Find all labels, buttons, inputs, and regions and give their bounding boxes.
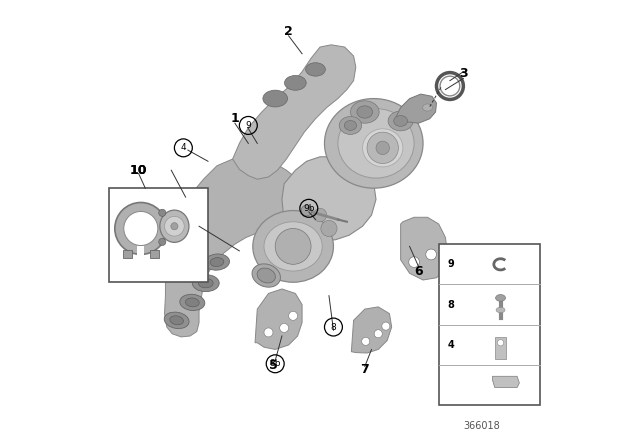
Circle shape — [301, 205, 312, 216]
Ellipse shape — [357, 106, 372, 118]
Polygon shape — [493, 376, 520, 388]
Ellipse shape — [160, 210, 189, 242]
Ellipse shape — [339, 116, 362, 134]
Text: 4: 4 — [180, 143, 186, 152]
Circle shape — [314, 208, 327, 222]
Circle shape — [115, 202, 167, 254]
Ellipse shape — [496, 307, 505, 313]
Ellipse shape — [388, 111, 413, 131]
Polygon shape — [233, 45, 356, 179]
Ellipse shape — [338, 109, 414, 178]
Ellipse shape — [394, 116, 408, 126]
Bar — [109, 188, 208, 282]
Ellipse shape — [198, 279, 213, 288]
Text: 10: 10 — [130, 164, 147, 177]
Polygon shape — [164, 157, 302, 337]
Ellipse shape — [180, 294, 205, 310]
Ellipse shape — [204, 254, 230, 270]
Text: 2: 2 — [284, 25, 293, 38]
Ellipse shape — [210, 258, 224, 267]
Circle shape — [382, 322, 390, 330]
Ellipse shape — [253, 211, 333, 282]
Ellipse shape — [344, 121, 356, 130]
Circle shape — [321, 220, 337, 237]
Ellipse shape — [495, 295, 506, 302]
Text: 9: 9 — [448, 259, 454, 269]
Circle shape — [376, 141, 390, 155]
Ellipse shape — [186, 298, 199, 307]
FancyBboxPatch shape — [137, 246, 145, 259]
Ellipse shape — [324, 99, 423, 188]
Text: 10: 10 — [130, 164, 147, 177]
Circle shape — [289, 311, 298, 320]
Ellipse shape — [362, 129, 403, 167]
Ellipse shape — [285, 76, 306, 90]
Polygon shape — [401, 217, 448, 280]
Circle shape — [367, 132, 398, 164]
Text: 8b: 8b — [269, 359, 281, 368]
Text: 9b: 9b — [303, 204, 314, 213]
Circle shape — [164, 216, 184, 236]
Circle shape — [159, 209, 166, 216]
Circle shape — [497, 340, 504, 346]
Polygon shape — [282, 157, 376, 241]
Text: 366018: 366018 — [463, 421, 500, 431]
Circle shape — [409, 257, 419, 267]
Ellipse shape — [170, 316, 184, 325]
Text: 8: 8 — [331, 323, 336, 332]
FancyBboxPatch shape — [123, 250, 132, 258]
Text: 1: 1 — [230, 112, 239, 125]
Ellipse shape — [422, 104, 433, 111]
Ellipse shape — [351, 101, 379, 123]
Text: 4: 4 — [448, 340, 454, 350]
Circle shape — [426, 249, 436, 260]
Polygon shape — [351, 307, 392, 353]
Circle shape — [159, 238, 166, 246]
Circle shape — [124, 211, 158, 246]
Circle shape — [280, 323, 289, 332]
Ellipse shape — [192, 275, 219, 292]
Circle shape — [171, 223, 178, 230]
FancyBboxPatch shape — [150, 250, 159, 258]
Circle shape — [264, 328, 273, 337]
Text: 3: 3 — [459, 67, 468, 81]
Text: 8: 8 — [448, 300, 454, 310]
Text: 6: 6 — [414, 264, 423, 278]
Circle shape — [275, 228, 311, 264]
Bar — [439, 244, 540, 405]
Text: 5: 5 — [269, 358, 277, 372]
Ellipse shape — [263, 90, 287, 107]
Ellipse shape — [257, 268, 275, 283]
Polygon shape — [396, 94, 436, 123]
Ellipse shape — [164, 312, 189, 328]
Circle shape — [362, 337, 370, 345]
Text: 9: 9 — [246, 121, 251, 130]
Circle shape — [374, 330, 382, 338]
Polygon shape — [255, 289, 302, 349]
Text: 7: 7 — [360, 363, 369, 376]
FancyBboxPatch shape — [495, 337, 506, 359]
Ellipse shape — [252, 264, 280, 287]
Ellipse shape — [306, 63, 325, 76]
Ellipse shape — [264, 222, 323, 271]
